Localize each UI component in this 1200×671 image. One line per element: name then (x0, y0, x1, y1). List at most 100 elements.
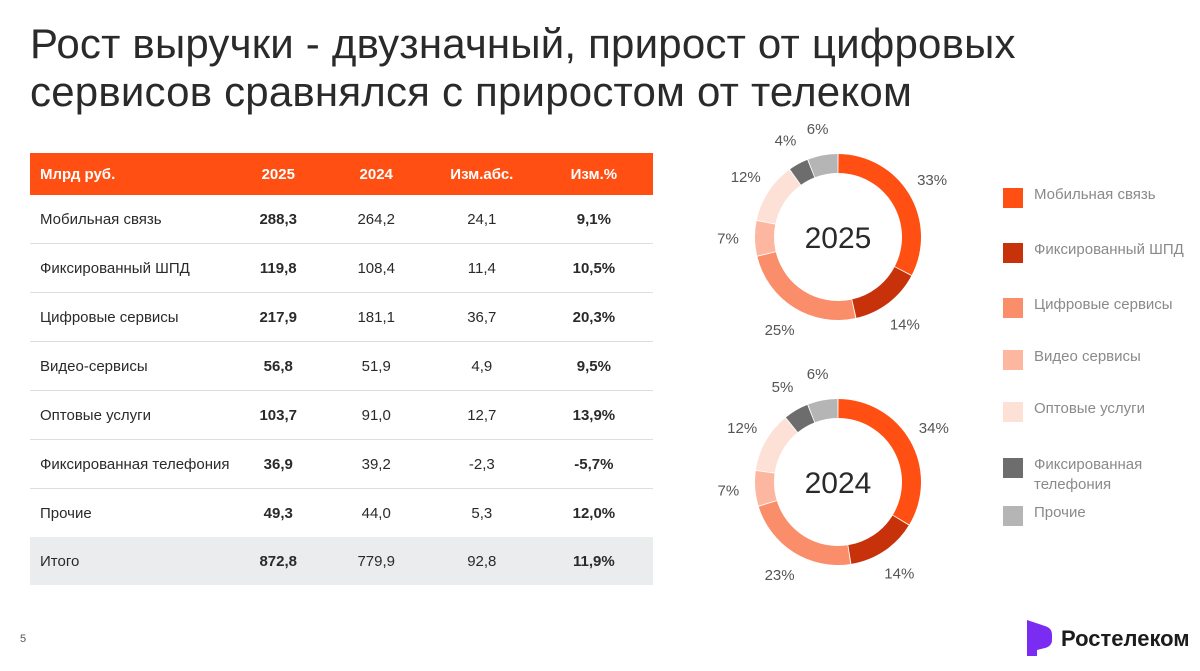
donut-slice (848, 515, 909, 564)
cell-pct: 10,5% (534, 243, 653, 293)
header-abs-change: Изм.абс. (428, 153, 535, 195)
donut-slice (785, 404, 815, 433)
cell-2025: 49,3 (263, 504, 293, 522)
cell-abs: 24,1 (428, 195, 535, 244)
legend-label: Цифровые сервисы (1034, 296, 1173, 313)
cell-pct: 20,3% (534, 292, 653, 342)
header-2024: 2024 (323, 153, 429, 195)
table-row: Цифровые сервисы 217,9 181,1 36,7 20,3% (30, 292, 653, 342)
legend-swatch (1003, 506, 1023, 526)
donut-chart-2025: 33% 14% 25% 7% 12% 4% 6% 2025 (690, 121, 990, 350)
donut-slice (755, 470, 777, 506)
donut-slice (758, 501, 851, 565)
total-abs: 92,8 (428, 537, 535, 585)
legend-label: Прочие (1034, 504, 1086, 521)
cell-2024: 91,0 (323, 390, 429, 440)
cell-pct: 9,5% (534, 341, 653, 391)
legend-label: Фиксированный ШПД (1034, 241, 1184, 258)
cell-abs: 5,3 (471, 504, 493, 522)
slice-label: 5% (772, 379, 794, 396)
legend-swatch (1003, 243, 1023, 263)
slice-label: 7% (717, 483, 739, 500)
legend-label: Видео сервисы (1034, 348, 1141, 365)
slice-label: 7% (717, 231, 739, 248)
table-row: Видео-сервисы 56,8 51,9 4,9 9,5% (30, 341, 653, 391)
legend-swatch (1003, 298, 1023, 318)
table-row: Фиксированный ШПД 119,8 108,4 11,4 10,5% (30, 243, 653, 293)
row-label: Оптовые услуги (30, 390, 233, 440)
cell-pct: -5,7% (534, 439, 653, 489)
slice-label: 34% (919, 420, 949, 437)
page-number: 5 (20, 633, 27, 645)
cell-2024: 181,1 (323, 292, 429, 342)
cell-2025: 103,7 (232, 390, 324, 440)
legend-swatch (1003, 458, 1023, 478)
donut-center-label: 2024 (805, 467, 872, 500)
cell-pct: 13,9% (534, 390, 653, 440)
cell-2024: 39,2 (323, 439, 429, 489)
cell-2024: 264,2 (323, 195, 429, 244)
cell-abs: -2,3 (428, 439, 535, 489)
legend-label: Оптовые услуги (1034, 400, 1146, 417)
row-label: Цифровые сервисы (30, 292, 233, 342)
table-row: Мобильная связь 288,3 264,2 24,1 9,1% (30, 195, 653, 244)
slice-label: 25% (765, 322, 795, 339)
table-row: Фиксированная телефония 36,9 39,2 -2,3 -… (30, 439, 653, 489)
row-label: Фиксированная телефония (30, 439, 233, 489)
legend-label: Фиксированная телефония (1034, 456, 1143, 493)
table-row: Оптовые услуги 103,7 91,0 12,7 13,9% (30, 390, 653, 440)
slice-label: 14% (884, 565, 914, 582)
cell-2025: 288,3 (232, 195, 324, 244)
total-2024: 779,9 (323, 537, 429, 585)
donut-2025-svg: 33% 14% 25% 7% 12% 4% 6% 2025 (717, 121, 947, 339)
donut-slice (757, 252, 856, 320)
logo-text: Ростелеком (1061, 626, 1190, 651)
legend-label: Мобильная связь (1034, 186, 1156, 203)
donut-slice (852, 267, 912, 318)
cell-2024: 108,4 (323, 243, 429, 293)
row-label: Видео-сервисы (30, 341, 233, 391)
cell-2025: 119,8 (232, 243, 324, 293)
legend-swatch (1003, 402, 1023, 422)
donut-2024-svg: 34% 14% 23% 7% 12% 5% 6% 2024 (717, 366, 949, 584)
rostelecom-logo-icon (1027, 620, 1052, 656)
table-total-row: Итого 872,8 779,9 92,8 11,9% (30, 537, 653, 585)
slice-label: 14% (890, 316, 920, 333)
cell-pct: 9,1% (534, 195, 653, 244)
cell-abs: 36,7 (428, 292, 535, 342)
slice-label: 6% (807, 366, 829, 383)
revenue-table: Млрд руб. 2025 2024 Изм.абс. Изм.% Мобил… (30, 153, 653, 585)
header-pct-change: Изм.% (534, 153, 653, 195)
donut-slice (755, 220, 776, 256)
total-label: Итого (30, 537, 233, 585)
cell-2025: 217,9 (232, 292, 324, 342)
donut-center-label: 2025 (805, 222, 872, 255)
legend-swatch (1003, 188, 1023, 208)
cell-pct: 12,0% (572, 504, 616, 522)
donut-chart-2024: 34% 14% 23% 7% 12% 5% 6% 2024 (690, 366, 990, 595)
donut-slice (808, 154, 838, 178)
cell-2024: 51,9 (323, 341, 429, 391)
cell-2025: 36,9 (232, 439, 324, 489)
cell-2025: 56,8 (232, 341, 324, 391)
legend-swatch (1003, 350, 1023, 370)
donut-slice (756, 169, 801, 224)
slice-label: 6% (807, 121, 829, 138)
table-row: Прочие 49,3 44,0 5,3 12,0% (30, 489, 653, 538)
cell-abs: 4,9 (428, 341, 535, 391)
company-logo: Ростелеком (1025, 617, 1195, 659)
cell-abs: 11,4 (428, 243, 535, 293)
header-2025: 2025 (232, 153, 324, 195)
table-header-row: Млрд руб. 2025 2024 Изм.абс. Изм.% (30, 153, 653, 195)
cell-abs: 12,7 (428, 390, 535, 440)
slice-label: 12% (731, 169, 761, 186)
row-label: Прочие (40, 504, 92, 522)
donut-slice (838, 399, 921, 525)
total-pct: 11,9% (534, 537, 653, 585)
donut-slice (755, 418, 798, 473)
header-unit: Млрд руб. (30, 153, 233, 195)
slice-label: 23% (765, 567, 795, 584)
donut-slice (808, 399, 838, 423)
slice-label: 4% (775, 132, 797, 149)
slice-label: 33% (917, 172, 947, 189)
